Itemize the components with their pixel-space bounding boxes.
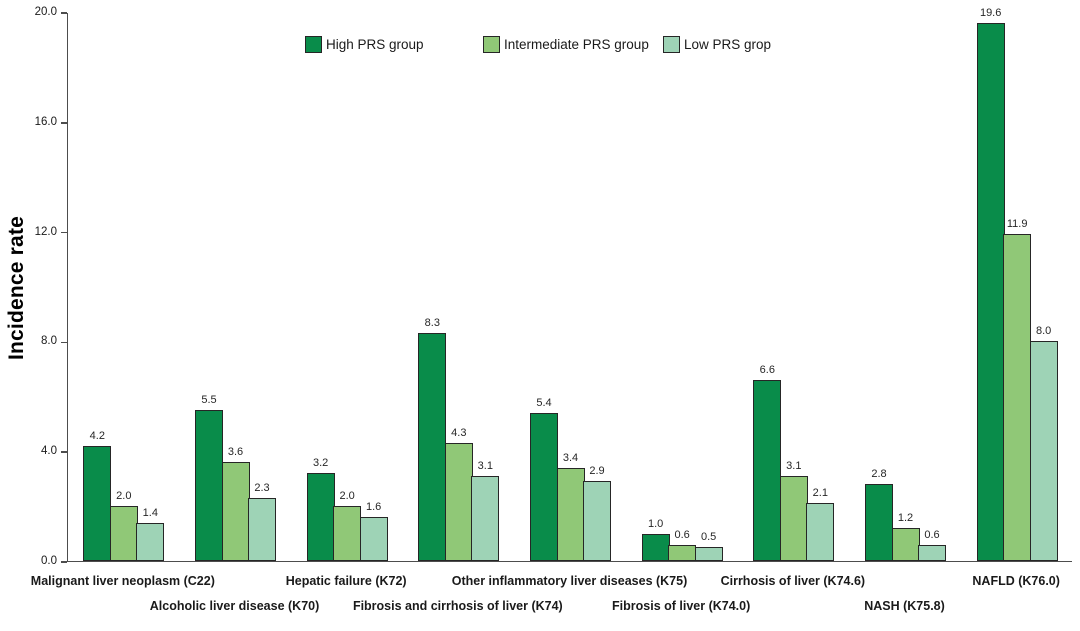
bar-value-label: 1.4 xyxy=(142,507,158,519)
bar-intermediate-prs-6 xyxy=(779,476,808,561)
bar-value-label: 3.2 xyxy=(313,457,329,469)
bar-value-label: 0.6 xyxy=(924,529,940,541)
bar-low-prs-0 xyxy=(136,523,165,561)
bar-value-label: 19.6 xyxy=(979,7,1002,19)
legend-item-high-prs: High PRS group xyxy=(305,36,424,53)
bar-value-label: 0.5 xyxy=(701,531,717,543)
bar-high-prs-0 xyxy=(83,446,112,561)
category-label-7: NASH (K75.8) xyxy=(864,599,945,613)
bar-value-label: 2.1 xyxy=(812,487,828,499)
bar-low-prs-5 xyxy=(694,547,723,561)
bar-high-prs-6 xyxy=(753,380,782,561)
category-label-6: Cirrhosis of liver (K74.6) xyxy=(720,574,866,588)
legend-swatch-high-prs xyxy=(305,36,322,53)
bar-value-label: 8.0 xyxy=(1036,325,1052,337)
y-axis-title-wrap: Incidence rate xyxy=(2,13,32,562)
bar-intermediate-prs-4 xyxy=(556,468,585,561)
plot-area: 4.2 2.0 1.4 5.5 3.6 2.3 3.2 2.0 1.6 8.3 4.3 3.1 5.4 3… xyxy=(67,7,1072,562)
y-tick-mark xyxy=(61,122,67,124)
bar-high-prs-1 xyxy=(195,410,223,561)
bar-low-prs-4 xyxy=(583,481,611,561)
bar-low-prs-7 xyxy=(918,545,946,561)
bar-value-label: 1.6 xyxy=(366,501,382,513)
category-label-4: Other inflammatory liver diseases (K75) xyxy=(451,574,688,588)
legend-label-high-prs: High PRS group xyxy=(326,37,424,52)
legend-item-intermediate-prs: Intermediate PRS group xyxy=(483,36,649,53)
bar-value-label: 1.0 xyxy=(648,518,664,530)
y-tick-mark xyxy=(61,561,67,563)
bar-value-label: 4.2 xyxy=(89,430,105,442)
legend-swatch-low-prs xyxy=(663,36,680,53)
bar-intermediate-prs-2 xyxy=(333,506,362,561)
bar-value-label: 11.9 xyxy=(1006,218,1028,230)
bar-high-prs-7 xyxy=(865,484,893,561)
y-tick-mark xyxy=(61,231,67,234)
category-label-3: Fibrosis and cirrhosis of liver (K74) xyxy=(352,599,563,613)
bar-high-prs-8 xyxy=(976,23,1005,561)
bar-value-label: 8.3 xyxy=(424,317,440,329)
legend-swatch-intermediate-prs xyxy=(483,36,500,53)
bar-intermediate-prs-0 xyxy=(109,506,138,561)
bar-value-label: 2.8 xyxy=(871,468,887,480)
bar-intermediate-prs-8 xyxy=(1003,234,1032,561)
bar-value-label: 3.4 xyxy=(562,452,579,464)
bar-low-prs-1 xyxy=(248,498,276,561)
bar-value-label: 3.1 xyxy=(786,460,802,472)
legend-label-low-prs: Low PRS grop xyxy=(684,37,772,52)
bar-value-label: 3.6 xyxy=(227,446,244,458)
category-label-8: NAFLD (K76.0) xyxy=(972,574,1060,588)
bar-value-label: 2.3 xyxy=(254,482,270,494)
bar-high-prs-4 xyxy=(530,413,558,561)
y-tick-mark xyxy=(61,451,67,453)
y-tick-label: 20.0 xyxy=(34,6,57,18)
category-label-1: Alcoholic liver disease (K70) xyxy=(149,599,320,613)
legend-item-low-prs: Low PRS grop xyxy=(663,36,771,53)
y-tick-label: 8.0 xyxy=(41,335,57,348)
bar-high-prs-5 xyxy=(641,534,670,561)
category-label-0: Malignant liver neoplasm (C22) xyxy=(30,574,215,588)
bar-value-label: 5.4 xyxy=(536,397,552,409)
bar-value-label: 1.2 xyxy=(897,512,914,524)
bar-value-label: 3.1 xyxy=(477,460,493,472)
bar-high-prs-3 xyxy=(418,333,447,561)
bar-intermediate-prs-1 xyxy=(221,462,250,561)
bar-value-label: 6.6 xyxy=(759,364,775,376)
category-label-2: Hepatic failure (K72) xyxy=(285,574,407,588)
bar-low-prs-3 xyxy=(471,476,500,561)
bar-value-label: 2.9 xyxy=(589,465,605,477)
bar-value-label: 2.0 xyxy=(339,490,355,502)
y-tick-mark xyxy=(61,341,67,344)
bar-value-label: 2.0 xyxy=(116,490,132,502)
bar-low-prs-6 xyxy=(806,503,835,561)
bar-value-label: 0.6 xyxy=(674,529,690,541)
category-label-5: Fibrosis of liver (K74.0) xyxy=(612,599,751,613)
y-tick-mark xyxy=(61,12,67,14)
y-tick-label: 16.0 xyxy=(34,115,57,128)
bar-intermediate-prs-3 xyxy=(444,443,473,561)
y-tick-label: 12.0 xyxy=(34,225,57,238)
legend-label-intermediate-prs: Intermediate PRS group xyxy=(504,37,649,52)
y-tick-label: 0.0 xyxy=(41,555,57,567)
bar-low-prs-2 xyxy=(359,517,388,561)
bar-high-prs-2 xyxy=(306,473,335,561)
y-tick-label: 4.0 xyxy=(41,445,57,458)
bar-value-label: 4.3 xyxy=(451,427,467,439)
bar-value-label: 5.5 xyxy=(201,394,217,406)
bar-intermediate-prs-5 xyxy=(668,545,697,561)
bar-low-prs-8 xyxy=(1029,341,1058,561)
bar-intermediate-prs-7 xyxy=(891,528,920,561)
